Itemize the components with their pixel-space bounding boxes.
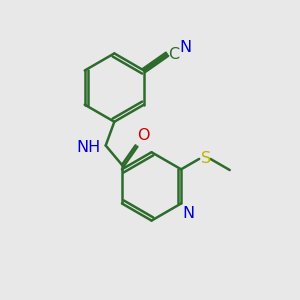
Text: C: C: [169, 47, 180, 62]
Text: O: O: [137, 128, 150, 143]
Text: N: N: [183, 206, 195, 221]
Text: N: N: [179, 40, 192, 55]
Text: NH: NH: [76, 140, 100, 155]
Text: S: S: [201, 152, 211, 166]
